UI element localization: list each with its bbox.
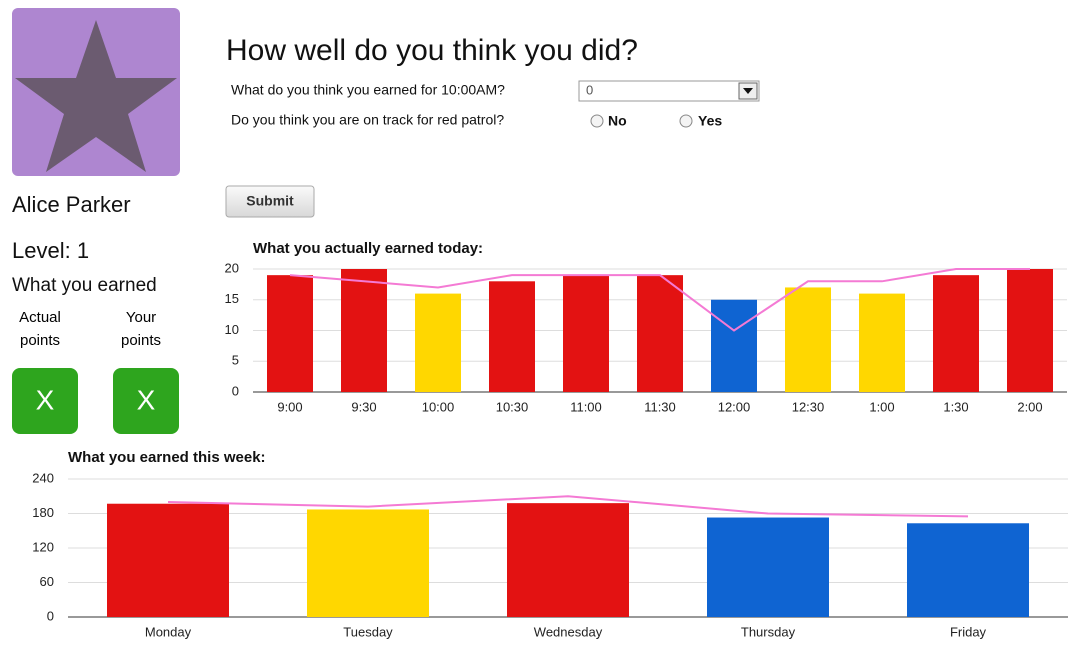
select-value: 0 bbox=[586, 82, 593, 97]
your-label: Your points bbox=[120, 309, 162, 349]
bar bbox=[1007, 269, 1053, 392]
x-tick-label: 12:30 bbox=[792, 399, 825, 414]
bar bbox=[307, 509, 429, 617]
question-1: What do you think you earned for 10:00AM… bbox=[231, 82, 505, 98]
radio-yes[interactable] bbox=[679, 114, 693, 128]
radio-no-label: No bbox=[608, 113, 627, 129]
actual-label-box: Actual points bbox=[19, 309, 61, 349]
x-tick-label: Monday bbox=[145, 624, 192, 639]
x-tick-label: 2:00 bbox=[1017, 399, 1042, 414]
earned-heading: What you earned bbox=[12, 275, 157, 296]
bar bbox=[415, 293, 461, 392]
y-tick-label: 5 bbox=[232, 353, 239, 368]
submit-label: Submit bbox=[246, 193, 294, 209]
select-arrow bbox=[743, 88, 753, 94]
x-tick-label: 10:00 bbox=[422, 399, 455, 414]
actual-points-mark: X bbox=[36, 384, 55, 415]
y-tick-label: 0 bbox=[232, 383, 239, 398]
y-tick-label: 180 bbox=[32, 505, 54, 520]
x-tick-label: 9:00 bbox=[277, 399, 302, 414]
bar bbox=[341, 269, 387, 392]
x-tick-label: 11:00 bbox=[570, 399, 602, 414]
avatar-star bbox=[15, 20, 177, 172]
x-tick-label: Thursday bbox=[741, 624, 796, 639]
y-tick-label: 20 bbox=[225, 260, 239, 275]
x-tick-label: Tuesday bbox=[343, 624, 393, 639]
y-tick-label: 0 bbox=[47, 608, 54, 623]
trend-line bbox=[289, 268, 1030, 332]
earned-select[interactable] bbox=[578, 80, 760, 102]
bar bbox=[859, 293, 905, 392]
bar bbox=[933, 275, 979, 392]
level: Level: 1 bbox=[12, 238, 89, 263]
radio-yes-label: Yes bbox=[698, 113, 722, 129]
actual-label: Actual points bbox=[19, 309, 61, 349]
form-title: How well do you think you did? bbox=[226, 34, 638, 67]
your-points-button[interactable] bbox=[113, 368, 179, 434]
bar bbox=[489, 281, 535, 392]
bar bbox=[785, 287, 831, 392]
x-tick-label: 9:30 bbox=[351, 399, 376, 414]
x-tick-label: Wednesday bbox=[534, 624, 603, 639]
bar bbox=[711, 299, 757, 392]
y-tick-label: 240 bbox=[32, 470, 54, 485]
y-tick-label: 60 bbox=[40, 574, 54, 589]
x-tick-label: 11:30 bbox=[644, 399, 676, 414]
user-name: Alice Parker bbox=[12, 192, 131, 217]
submit-button[interactable] bbox=[225, 185, 315, 218]
x-tick-label: 10:30 bbox=[496, 399, 529, 414]
bar bbox=[107, 503, 229, 617]
bar bbox=[907, 523, 1029, 617]
x-tick-label: 1:00 bbox=[869, 399, 894, 414]
actual-points-button[interactable] bbox=[12, 368, 78, 434]
radio-no[interactable] bbox=[590, 114, 604, 128]
chart-title: What you earned this week: bbox=[68, 449, 266, 466]
trend-line bbox=[167, 495, 969, 518]
y-tick-label: 10 bbox=[225, 322, 239, 337]
bar bbox=[563, 275, 609, 392]
x-tick-label: 1:30 bbox=[943, 399, 968, 414]
chart-title: What you actually earned today: bbox=[253, 240, 483, 257]
bar bbox=[637, 275, 683, 392]
your-points-mark: X bbox=[137, 384, 156, 415]
y-tick-label: 15 bbox=[225, 291, 239, 306]
question-2: Do you think you are on track for red pa… bbox=[231, 112, 504, 128]
y-tick-label: 120 bbox=[32, 539, 54, 554]
your-label-box: Your points bbox=[120, 309, 162, 349]
bar bbox=[267, 275, 313, 392]
x-tick-label: Friday bbox=[950, 624, 987, 639]
bar bbox=[707, 517, 829, 617]
bar bbox=[507, 503, 629, 617]
x-tick-label: 12:00 bbox=[718, 399, 751, 414]
